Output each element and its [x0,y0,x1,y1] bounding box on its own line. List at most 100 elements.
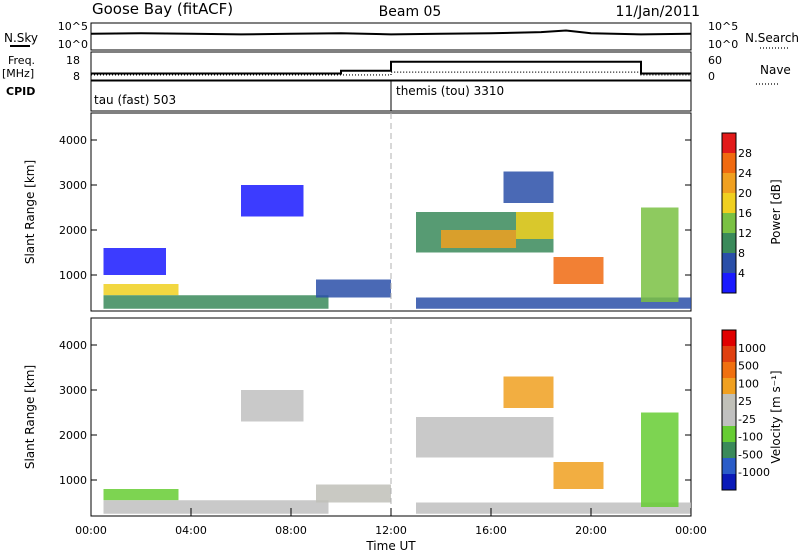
velocity-colorbar-segment [722,442,736,458]
noise-right-tick-top: 10^5 [708,20,738,33]
velocity-colorbar-segment [722,474,736,490]
power-colorbar-segment [722,233,736,253]
freq-panel: Freq. [MHz] 18 8 60 0 Nave [2,51,791,85]
velocity-echo-region-5 [503,376,554,408]
time-axis-label: Time UT [365,539,416,553]
velocity-xtick-label: 16:00 [475,524,507,537]
power-colorbar-segment [722,173,736,193]
velocity-yticks: 1000 2000 3000 4000 [59,339,691,487]
velocity-colorbar-tick: 500 [738,360,759,373]
power-colorbar: 28 24 20 16 12 8 4 [721,132,752,294]
velocity-colorbar-frame [721,329,737,491]
velocity-xtick-label: 08:00 [275,524,307,537]
velocity-heatmap-cells [103,376,691,514]
power-colorbar-label: Power [dB] [769,179,783,244]
power-colorbar-tick: 20 [738,187,752,200]
power-colorbar-tick: 16 [738,207,752,220]
power-echo-region-11 [641,207,679,302]
velocity-colorbar-segment [722,378,736,394]
noise-left-tick-top: 10^5 [58,20,88,33]
power-yticks: 1000 2000 3000 4000 [59,134,691,282]
power-ytick-label: 3000 [59,179,87,192]
freq-right-tick-top: 60 [708,54,722,67]
velocity-colorbar-segment [722,346,736,362]
velocity-colorbar-tick: -100 [738,431,763,444]
nave-label: Nave [760,63,791,77]
power-heatmap-cells [103,171,691,309]
freq-right-tick-bottom: 0 [708,70,715,83]
power-echo-region-3 [241,185,304,217]
cpid-mode-2: themis (tou) 3310 [396,84,504,98]
power-colorbar-segment [722,193,736,213]
noise-sky-series [90,29,692,36]
power-colorbar-segment [722,133,736,153]
power-ytick-label: 1000 [59,269,87,282]
power-panel: Slant Range [km] 1000 2000 3000 4000 28 24 20… [23,112,783,312]
power-colorbar-tick: 8 [738,247,745,260]
power-echo-region-6 [441,230,516,248]
power-colorbar-frame [721,132,737,294]
velocity-echo-region-6 [553,462,604,489]
noise-panel-frame [90,22,692,51]
velocity-colorbar-tick: 1000 [738,342,766,355]
velocity-echo-region-3 [316,484,391,503]
velocity-colorbar-segment [722,458,736,474]
velocity-colorbar-segment [722,426,736,442]
freq-left-label-line1: Freq. [8,54,35,67]
cpid-panel: CPID tau (fast) 503 themis (tou) 3310 [6,80,692,112]
power-colorbar-tick: 24 [738,167,752,180]
power-colorbar-tick: 4 [738,267,745,280]
beam-title: Beam 05 [379,4,442,20]
freq-series [91,60,691,75]
velocity-echo-region-8 [641,412,679,507]
velocity-colorbar-tick: -1000 [738,466,770,479]
power-colorbar-segment [722,253,736,273]
velocity-echo-region-0 [103,489,179,501]
power-colorbar-segment [722,153,736,173]
power-ytick-label: 4000 [59,134,87,147]
power-echo-region-7 [516,212,554,239]
velocity-ytick-label: 1000 [59,474,87,487]
noise-right-tick-bottom: 10^0 [708,38,738,51]
power-echo-region-2 [103,248,166,275]
velocity-ytick-label: 4000 [59,339,87,352]
velocity-echo-region-1 [103,500,329,514]
power-colorbar-segment [722,273,736,293]
velocity-colorbar-segment [722,394,736,410]
nave-series [91,71,691,76]
velocity-echo-region-4 [416,417,554,458]
noise-left-label: N.Sky [4,31,38,45]
velocity-echo-region-7 [416,502,691,514]
velocity-xticks: 00:00 04:00 08:00 12:00 16:00 20:00 00:00 [75,508,707,537]
freq-left-tick-top: 18 [66,54,80,67]
velocity-xtick-label: 00:00 [675,524,707,537]
velocity-colorbar-label: Velocity [m s⁻¹] [769,370,783,463]
velocity-colorbar-tick: 100 [738,377,759,390]
velocity-echo-region-2 [241,390,304,422]
power-echo-region-1 [103,295,329,309]
date-title: 11/Jan/2011 [616,4,700,20]
velocity-colorbar-tick: -500 [738,448,763,461]
power-echo-region-0 [103,284,179,296]
power-ylabel: Slant Range [km] [23,160,37,264]
velocity-colorbar-segment [722,330,736,346]
velocity-colorbar: 1000 500 100 25 -25 -100 -500 -1000 [721,329,770,491]
freq-panel-frame [90,51,692,81]
velocity-ylabel: Slant Range [km] [23,365,37,469]
velocity-colorbar-segment [722,362,736,378]
station-title: Goose Bay (fitACF) [92,0,233,18]
velocity-xtick-label: 12:00 [375,524,407,537]
noise-right-label: N.Search [745,31,799,45]
noise-left-tick-bottom: 10^0 [58,38,88,51]
velocity-xtick-label: 20:00 [575,524,607,537]
velocity-ytick-label: 3000 [59,384,87,397]
velocity-colorbar-segment [722,410,736,426]
power-colorbar-tick: 12 [738,227,752,240]
cpid-mode-1: tau (fast) 503 [94,93,176,107]
power-echo-region-10 [416,297,691,309]
power-echo-region-4 [316,279,391,298]
freq-left-tick-bottom: 8 [73,70,80,83]
power-colorbar-tick: 28 [738,147,752,160]
velocity-xtick-label: 00:00 [75,524,107,537]
